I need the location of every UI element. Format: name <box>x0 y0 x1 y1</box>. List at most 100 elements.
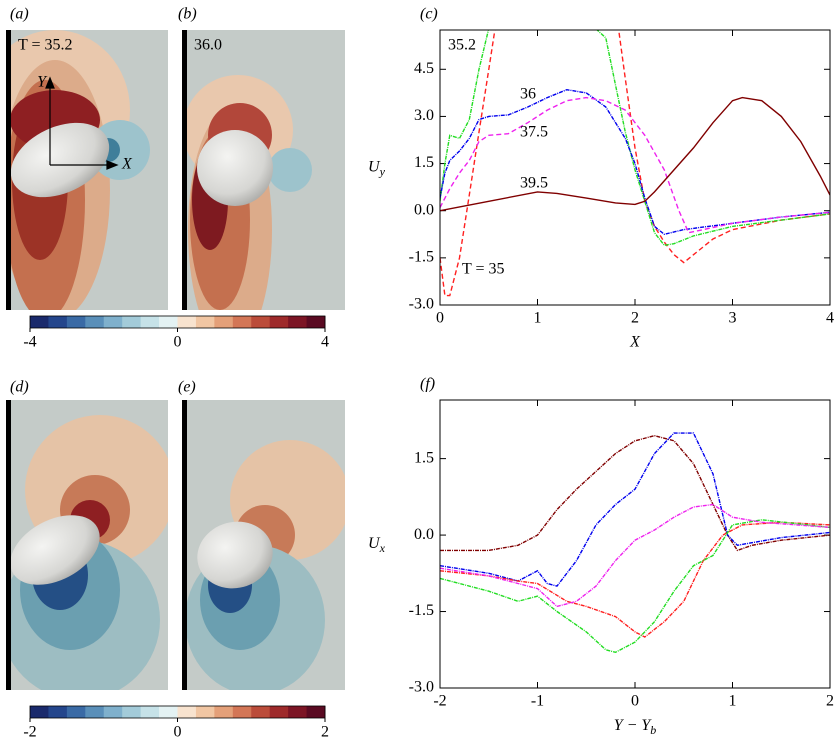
contour-b <box>185 30 345 310</box>
colorbar-segment <box>48 316 68 328</box>
colorbar-segment <box>214 316 234 328</box>
y-tick-label: 3.0 <box>414 107 434 124</box>
colorbar-segment <box>140 706 160 718</box>
line <box>440 88 830 236</box>
time-label: T = 35.2 <box>18 37 73 54</box>
line <box>440 96 830 234</box>
x-tick-label: 0 <box>631 693 639 710</box>
series-label: 35.2 <box>448 37 476 54</box>
line <box>440 30 830 297</box>
y-tick-label: 0.0 <box>414 201 434 218</box>
colorbar-segment <box>159 706 178 718</box>
colorbar-tick-label: 0 <box>174 724 182 741</box>
colorbar-segment <box>177 316 197 328</box>
colorbar-segment <box>269 706 289 718</box>
x-tick-label: 3 <box>729 310 737 327</box>
colorbar-segment <box>140 316 160 328</box>
x-tick-label: 2 <box>631 310 639 327</box>
panel-label: (f) <box>420 376 435 393</box>
colorbar-segment <box>103 706 123 718</box>
y-tick-label: 4.5 <box>414 60 434 77</box>
y-tick-label: -3.0 <box>409 296 434 313</box>
axis-label: X <box>629 334 641 351</box>
line <box>440 519 830 654</box>
axis-x-label: X <box>121 156 133 173</box>
plot-lines <box>440 30 830 297</box>
axis-label-sub: b <box>650 723 656 737</box>
y-tick-label: 1.5 <box>414 154 434 171</box>
series-label: 36 <box>520 86 536 103</box>
contour-a <box>8 30 168 310</box>
colorbar-segment <box>288 706 308 718</box>
plot-frame <box>439 29 831 306</box>
colorbar-segment <box>214 706 234 718</box>
contour-d <box>8 400 168 690</box>
y-tick-label: -3.0 <box>409 679 434 696</box>
series-label: T = 35 <box>462 261 505 278</box>
axis-label-sub: x <box>379 541 386 555</box>
axis-label-main: U <box>368 535 381 552</box>
axes-arrows <box>45 76 119 170</box>
colorbar-segment <box>195 316 215 328</box>
colorbar-segment <box>103 316 123 328</box>
axis-label: Ux <box>368 535 386 555</box>
colorbar-segment <box>85 706 105 718</box>
line <box>440 30 830 247</box>
x-tick-label: 0 <box>436 310 444 327</box>
colorbar-segment <box>232 706 252 718</box>
axis-label-main: Y − Y <box>614 717 653 734</box>
series-label: 37.5 <box>520 124 548 141</box>
colorbar-tick-label: 4 <box>321 334 329 351</box>
colorbar-segment <box>30 316 49 328</box>
colorbar-segment <box>122 316 142 328</box>
y-tick-label: -1.5 <box>409 602 434 619</box>
axis-label: Y − Yb <box>614 717 657 737</box>
colorbar-tick-label: -4 <box>23 334 36 351</box>
panel-label: (c) <box>420 6 438 23</box>
panel-label: (b) <box>178 6 197 23</box>
colorbar-segment <box>159 316 178 328</box>
panel-label: (d) <box>10 379 29 396</box>
colorbar-tick-label: -2 <box>23 724 36 741</box>
line <box>440 503 830 608</box>
colorbar-segment <box>251 316 271 328</box>
colorbar-segment <box>66 316 86 328</box>
axis-label: Uy <box>368 158 386 178</box>
line <box>440 434 830 552</box>
x-tick-label: 1 <box>729 693 737 710</box>
axis-label-sub: y <box>379 164 386 178</box>
x-tick-label: 1 <box>534 310 542 327</box>
time-label: 36.0 <box>194 37 222 54</box>
panel-label: (a) <box>10 6 29 23</box>
colorbar-segment <box>85 316 105 328</box>
x-tick-label: 4 <box>826 310 834 327</box>
colorbar-segment <box>269 316 289 328</box>
line <box>440 96 830 212</box>
colorbar-segment <box>232 316 252 328</box>
colorbar-segment <box>306 316 326 328</box>
colorbar-segment <box>30 706 49 718</box>
x-tick-label: -1 <box>531 693 544 710</box>
colorbar-segment <box>251 706 271 718</box>
colorbar-segment <box>177 706 197 718</box>
plot-frame <box>439 399 831 689</box>
colorbar-tick-label: 2 <box>321 724 329 741</box>
y-tick-label: -1.5 <box>409 249 434 266</box>
y-tick-label: 1.5 <box>414 449 434 466</box>
colorbar-segment <box>306 706 326 718</box>
axis-label-main: U <box>368 158 381 175</box>
colorbar-segment <box>122 706 142 718</box>
panel-label: (e) <box>178 379 196 396</box>
x-tick-label: 2 <box>826 693 834 710</box>
colorbar-segment <box>195 706 215 718</box>
colorbar-segment <box>66 706 86 718</box>
x-tick-label: -2 <box>433 693 446 710</box>
colorbar-segment <box>288 316 308 328</box>
colorbar-tick-label: 0 <box>174 334 182 351</box>
contour-e <box>185 400 345 690</box>
y-tick-label: 0.0 <box>414 526 434 543</box>
axis-y-label: Y <box>37 74 48 91</box>
line <box>440 521 830 638</box>
plot-lines <box>440 432 830 654</box>
